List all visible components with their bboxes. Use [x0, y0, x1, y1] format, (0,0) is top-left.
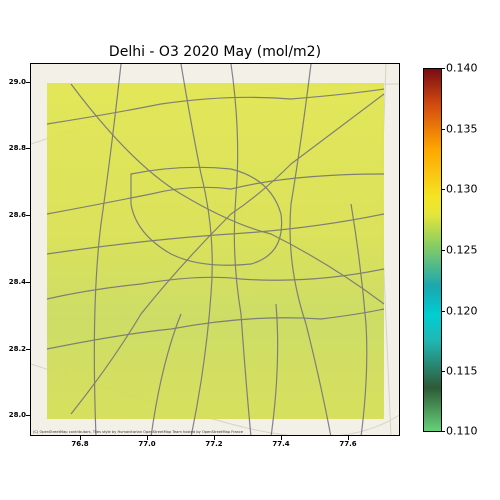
y-tick-label: 28.0: [8, 411, 26, 419]
x-tick-label: 77.0: [138, 440, 156, 448]
colorbar-tickmark: [442, 129, 445, 130]
road: [46, 308, 385, 350]
x-tick-label: 77.6: [339, 440, 357, 448]
road: [289, 64, 332, 435]
road: [70, 93, 385, 415]
y-tickmark: [26, 282, 30, 283]
y-tick-label: 28.4: [8, 278, 26, 286]
colorbar-tick-label: 0.125: [446, 243, 478, 257]
x-tick-label: 77.2: [205, 440, 223, 448]
road: [70, 83, 385, 305]
road-network: [46, 64, 385, 435]
road: [230, 64, 252, 435]
x-tickmark: [80, 436, 81, 440]
road: [180, 64, 213, 435]
map-canvas: [31, 64, 399, 435]
x-tickmark: [147, 436, 148, 440]
colorbar-tickmark: [442, 189, 445, 190]
x-tickmark: [348, 436, 349, 440]
y-tick-label: 28.6: [8, 211, 26, 219]
y-tickmark: [26, 349, 30, 350]
y-tick-label: 28.8: [8, 144, 26, 152]
map-title: Delhi - O3 2020 May (mol/m2): [108, 44, 322, 60]
road: [93, 64, 122, 435]
y-tick-label: 28.2: [8, 345, 26, 353]
road: [130, 166, 283, 266]
y-tickmark: [26, 82, 30, 83]
y-tick-label: 29.0: [8, 78, 26, 86]
colorbar-tick-label: 0.135: [446, 122, 478, 136]
x-tickmark: [214, 436, 215, 440]
colorbar-tick-label: 0.120: [446, 304, 478, 318]
x-tickmark: [281, 436, 282, 440]
colorbar-tick-label: 0.115: [446, 364, 478, 378]
map-attribution: (C) OpenStreetMap contributors, Tiles st…: [33, 430, 244, 434]
y-tickmark: [26, 415, 30, 416]
road: [46, 268, 385, 300]
colorbar-tickmark: [442, 311, 445, 312]
colorbar-tick-label: 0.130: [446, 182, 478, 196]
road: [350, 203, 368, 435]
y-tickmark: [26, 148, 30, 149]
o3-data-overlay: [47, 83, 384, 419]
road: [46, 173, 385, 215]
colorbar-tick-label: 0.140: [446, 61, 478, 75]
colorbar-tickmark: [442, 431, 445, 432]
colorbar-tickmark: [442, 250, 445, 251]
road: [46, 88, 385, 125]
colorbar-tick-label: 0.110: [446, 424, 478, 438]
colorbar-tickmark: [442, 371, 445, 372]
road: [150, 313, 182, 435]
colorbar-tickmark: [442, 68, 445, 69]
colorbar: [423, 68, 442, 432]
map-panel[interactable]: (C) OpenStreetMap contributors, Tiles st…: [30, 63, 400, 436]
road: [46, 213, 385, 255]
y-tickmark: [26, 215, 30, 216]
x-tick-label: 77.4: [272, 440, 290, 448]
x-tick-label: 76.8: [71, 440, 89, 448]
road: [270, 303, 279, 435]
